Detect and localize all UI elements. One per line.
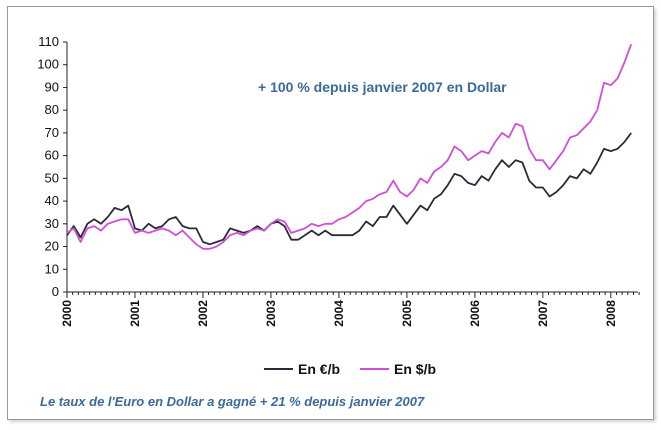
x-tick-label: 2004 bbox=[332, 300, 346, 327]
chart-footer: Le taux de l'Euro en Dollar a gagné + 21… bbox=[40, 394, 425, 409]
legend-label-eur: En €/b bbox=[298, 361, 340, 377]
x-tick-label: 2006 bbox=[468, 300, 482, 327]
y-tick-label: 60 bbox=[45, 148, 59, 163]
y-axis: 0 10 20 30 40 50 60 70 80 90 100 110 bbox=[37, 34, 68, 299]
y-tick-label: 80 bbox=[45, 102, 59, 117]
y-tick-label: 110 bbox=[38, 34, 59, 49]
y-tick-label: 10 bbox=[45, 261, 59, 276]
x-tick-label: 2008 bbox=[604, 300, 618, 327]
y-tick-label: 70 bbox=[45, 125, 59, 140]
series-line-eur bbox=[66, 132, 632, 246]
y-tick-label: 100 bbox=[37, 57, 59, 72]
legend-label-usd: En $/b bbox=[394, 361, 436, 377]
legend: En €/b En $/b bbox=[264, 361, 436, 377]
x-tick-label: 2002 bbox=[196, 300, 210, 327]
chart-annotation: + 100 % depuis janvier 2007 en Dollar bbox=[258, 79, 507, 95]
y-tick-label: 40 bbox=[45, 193, 59, 208]
y-tick-label: 0 bbox=[52, 284, 59, 299]
x-axis: 2000 2001 2002 2003 2004 2005 2006 2007 2008 bbox=[60, 291, 640, 327]
chart-frame bbox=[7, 6, 654, 420]
x-tick-label: 2007 bbox=[536, 300, 550, 327]
y-tick-label: 30 bbox=[45, 216, 59, 231]
y-tick-label: 50 bbox=[45, 170, 59, 185]
y-tick-label: 90 bbox=[45, 79, 59, 94]
series-line-usd bbox=[66, 43, 633, 250]
x-tick-label: 2005 bbox=[400, 300, 414, 327]
x-tick-label: 2001 bbox=[128, 300, 142, 327]
x-tick-label: 2000 bbox=[60, 300, 74, 327]
plot-area bbox=[66, 43, 633, 250]
x-tick-label: 2003 bbox=[264, 300, 278, 327]
y-tick-label: 20 bbox=[45, 239, 59, 254]
